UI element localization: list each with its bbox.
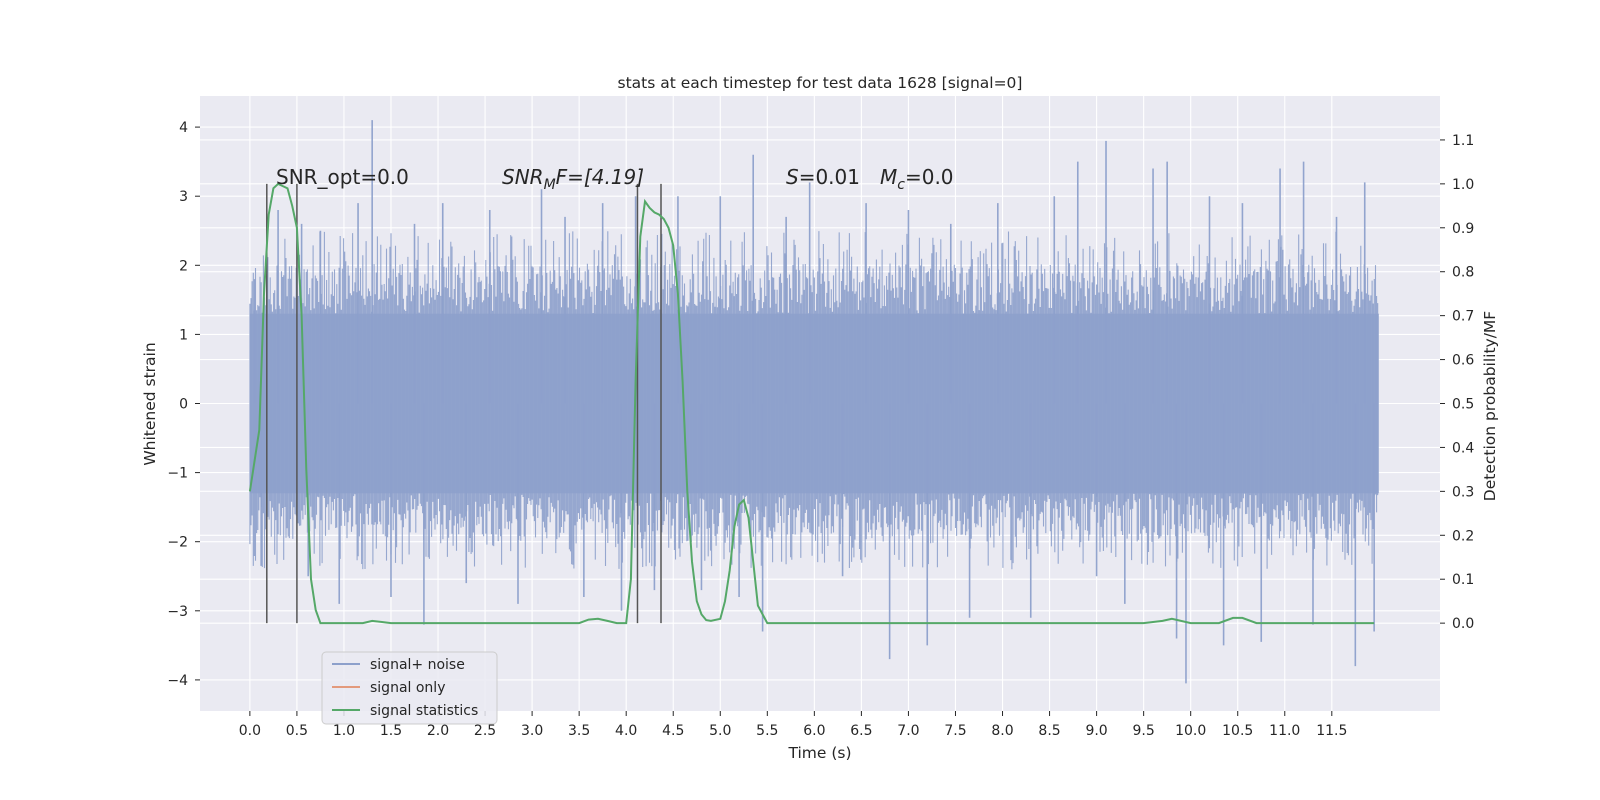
annotation-snr-mf: SNRMF=[4.19] xyxy=(502,165,644,193)
annotation-snr-mf-sub: M xyxy=(544,177,556,193)
chart-title: stats at each timestep for test data 162… xyxy=(618,74,1023,92)
legend-label-signal-statistics: signal statistics xyxy=(370,703,478,719)
statistics-series xyxy=(248,182,1375,625)
legend-box xyxy=(321,651,498,725)
y-tick-label: 4 xyxy=(179,120,188,136)
y2-axis-ticks: 1.1 1.0 0.9 0.8 0.7 0.6 0.5 0.4 0.3 0.2 0.1 0.0 xyxy=(1440,133,1474,632)
y-tick-label: −2 xyxy=(167,535,188,551)
y2-tick-label: 0.2 xyxy=(1452,528,1474,544)
annotation-snr-mf-rest: F=[4.19] xyxy=(556,165,644,189)
y-tick-label: −4 xyxy=(167,673,188,689)
x-tick-label: 8.5 xyxy=(1038,723,1060,739)
x-tick-label: 3.5 xyxy=(568,723,590,739)
noise-series xyxy=(249,120,1379,684)
x-tick-label: 2.5 xyxy=(474,723,496,739)
y-tick-label: −3 xyxy=(167,604,188,620)
x-tick-label: 9.5 xyxy=(1133,723,1155,739)
y2-tick-label: 0.9 xyxy=(1452,221,1474,237)
x-tick-label: 4.0 xyxy=(615,723,637,739)
y-tick-label: 1 xyxy=(179,327,188,343)
legend-label-signal-only: signal only xyxy=(370,680,445,696)
y2-tick-label: 1.1 xyxy=(1452,133,1474,149)
legend-label-signal-noise: signal+ noise xyxy=(370,657,465,673)
annotation-mc: Mc=0.0 xyxy=(880,165,954,193)
y2-tick-label: 0.8 xyxy=(1452,265,1474,281)
y-tick-label: 0 xyxy=(179,397,188,413)
y-tick-label: 2 xyxy=(179,258,188,274)
annotation-snr-mf-main: SNR xyxy=(502,165,544,189)
annotation-mc-main: M xyxy=(880,165,897,189)
annotation-s-rest: =0.01 xyxy=(799,165,860,189)
y2-axis-label: Detection probability/MF xyxy=(1481,311,1499,502)
x-axis-ticks: 0.0 0.5 1.0 1.5 2.0 2.5 3.0 3.5 4.0 4.5 5.0 5.5 6.0 6… xyxy=(239,711,1347,739)
x-tick-label: 6.5 xyxy=(850,723,872,739)
y2-tick-label: 1.0 xyxy=(1452,177,1474,193)
y2-tick-label: 0.1 xyxy=(1452,572,1474,588)
x-tick-label: 1.5 xyxy=(380,723,402,739)
x-tick-label: 0.5 xyxy=(286,723,308,739)
y2-tick-label: 0.5 xyxy=(1452,397,1474,413)
annotation-s: S=0.01 xyxy=(786,165,860,189)
x-tick-label: 9.0 xyxy=(1085,723,1107,739)
y2-tick-label: 0.3 xyxy=(1452,484,1474,500)
x-tick-label: 10.0 xyxy=(1175,723,1206,739)
y2-tick-label: 0.4 xyxy=(1452,440,1474,456)
x-tick-label: 5.0 xyxy=(709,723,731,739)
x-tick-label: 5.5 xyxy=(756,723,778,739)
legend: signal+ noise signal only signal statist… xyxy=(321,651,498,725)
noise-texture xyxy=(249,231,1379,570)
x-tick-label: 11.5 xyxy=(1316,723,1347,739)
x-tick-label: 1.0 xyxy=(333,723,355,739)
x-tick-label: 6.0 xyxy=(803,723,825,739)
annotation-snr-opt: SNR_opt=0.0 xyxy=(276,165,409,189)
x-axis-label: Time (s) xyxy=(787,744,851,762)
y-tick-label: 3 xyxy=(179,189,188,205)
annotation-mc-sub: c xyxy=(897,177,905,193)
x-tick-label: 10.5 xyxy=(1222,723,1253,739)
annotation-s-main: S xyxy=(786,165,799,189)
x-tick-label: 11.0 xyxy=(1269,723,1300,739)
x-tick-label: 3.0 xyxy=(521,723,543,739)
x-tick-label: 0.0 xyxy=(239,723,261,739)
x-tick-label: 8.0 xyxy=(991,723,1013,739)
y-axis-label: Whitened strain xyxy=(141,342,159,465)
y2-tick-label: 0.6 xyxy=(1452,353,1474,369)
x-tick-label: 2.0 xyxy=(427,723,449,739)
statistics-line xyxy=(248,182,1375,625)
y-tick-label: −1 xyxy=(167,466,188,482)
x-tick-label: 7.0 xyxy=(897,723,919,739)
x-tick-label: 7.5 xyxy=(944,723,966,739)
y2-tick-label: 0.7 xyxy=(1452,309,1474,325)
x-tick-label: 4.5 xyxy=(662,723,684,739)
y2-tick-label: 0.0 xyxy=(1452,616,1474,632)
y-axis-ticks: 4 3 2 1 0 −1 −2 −3 −4 xyxy=(167,120,200,689)
annotation-mc-rest: =0.0 xyxy=(905,165,954,189)
